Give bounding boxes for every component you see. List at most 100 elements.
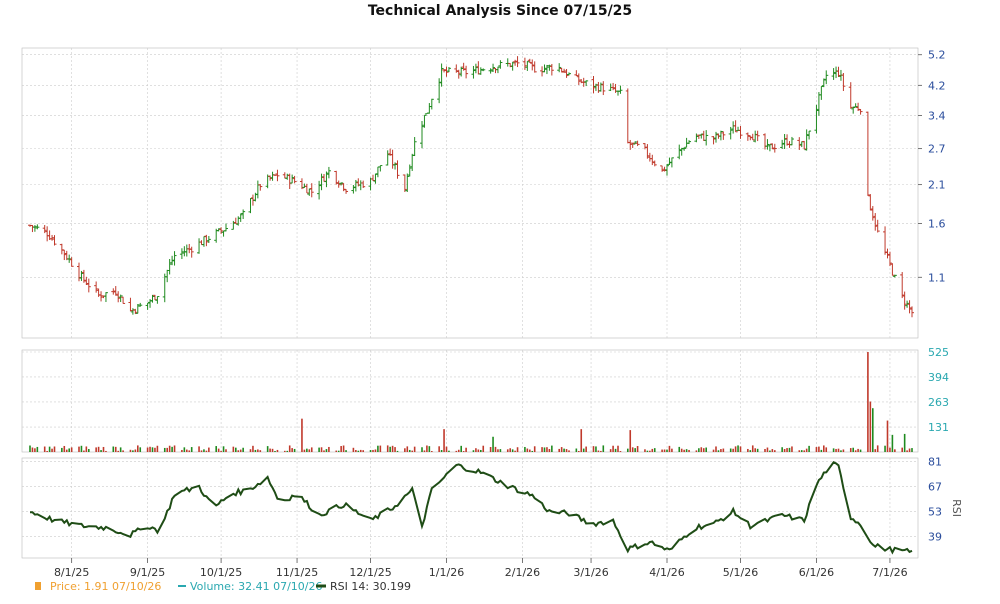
price-bar bbox=[179, 248, 184, 260]
price-bar bbox=[598, 82, 603, 92]
price-bar bbox=[344, 189, 349, 194]
price-bar bbox=[216, 228, 221, 232]
price-bar bbox=[62, 249, 67, 261]
price-bar bbox=[564, 68, 569, 78]
rsi-tick-label: 81 bbox=[928, 456, 942, 469]
price-bar bbox=[324, 171, 329, 188]
price-bar bbox=[420, 121, 424, 149]
price-bar bbox=[562, 68, 567, 73]
price-bar bbox=[111, 288, 116, 295]
price-bar bbox=[900, 272, 905, 299]
price-bar bbox=[699, 133, 704, 139]
price-bar bbox=[576, 73, 581, 85]
price-bar bbox=[870, 206, 875, 221]
price-bar bbox=[393, 162, 398, 170]
price-bar bbox=[660, 165, 665, 172]
panel-frame-price bbox=[21, 47, 919, 339]
price-bar bbox=[339, 182, 344, 186]
price-tick-label: 4.2 bbox=[928, 79, 946, 92]
price-bar bbox=[635, 140, 640, 147]
price-bar bbox=[412, 137, 417, 157]
price-bar bbox=[319, 173, 324, 191]
price-bar bbox=[317, 180, 322, 200]
rsi-tick-label: 39 bbox=[928, 531, 942, 544]
x-tick-label: 6/1/26 bbox=[799, 566, 834, 579]
grid-layer bbox=[21, 47, 919, 559]
price-bar bbox=[402, 174, 407, 193]
price-bar bbox=[373, 173, 378, 184]
price-bar bbox=[633, 141, 638, 145]
price-bar bbox=[145, 302, 150, 310]
price-bar bbox=[875, 219, 880, 233]
volume-tick-label: 131 bbox=[928, 421, 949, 434]
price-bar bbox=[819, 85, 824, 100]
price-bar bbox=[326, 166, 331, 179]
price-bar bbox=[118, 294, 123, 303]
price-bar bbox=[687, 140, 692, 145]
price-bar bbox=[905, 300, 910, 308]
price-bar bbox=[515, 56, 520, 68]
price-bar bbox=[172, 251, 177, 266]
price-bar bbox=[814, 104, 819, 134]
price-bar bbox=[728, 126, 733, 140]
x-tick-label: 3/1/26 bbox=[573, 566, 608, 579]
price-bar bbox=[219, 227, 224, 234]
price-bar bbox=[94, 281, 99, 293]
price-bar bbox=[498, 60, 503, 69]
panel-frame-volume bbox=[21, 349, 919, 453]
price-bar bbox=[99, 291, 104, 302]
price-bar bbox=[248, 198, 253, 214]
price-bar bbox=[885, 248, 890, 259]
price-bar bbox=[628, 139, 633, 150]
price-bar bbox=[50, 234, 55, 241]
volume-tick-label: 394 bbox=[928, 371, 949, 384]
price-bar bbox=[780, 139, 785, 149]
price-bar bbox=[442, 69, 447, 73]
price-bar bbox=[238, 213, 243, 222]
price-bar bbox=[584, 80, 589, 87]
price-bar bbox=[488, 68, 493, 74]
price-bar bbox=[797, 137, 802, 150]
price-bar bbox=[241, 209, 246, 219]
price-bar bbox=[309, 183, 314, 198]
price-bar bbox=[454, 64, 459, 73]
price-bar bbox=[405, 173, 410, 192]
price-bar bbox=[385, 150, 390, 166]
price-bar bbox=[86, 278, 91, 293]
price-bar bbox=[437, 78, 442, 104]
price-bar bbox=[677, 144, 682, 160]
price-bar bbox=[650, 154, 655, 166]
price-bar bbox=[513, 59, 518, 66]
rsi-tick-label: 67 bbox=[928, 481, 942, 494]
price-bar bbox=[273, 174, 277, 176]
price-layer bbox=[28, 56, 914, 318]
price-bar bbox=[714, 131, 718, 143]
chart-title: Technical Analysis Since 07/15/25 bbox=[368, 3, 632, 19]
price-bar bbox=[645, 144, 650, 159]
price-bar bbox=[542, 64, 547, 73]
price-bar bbox=[750, 133, 755, 141]
price-bar bbox=[618, 85, 623, 94]
x-tick-label: 2/1/26 bbox=[505, 566, 540, 579]
rsi-axis-label: RSI bbox=[950, 499, 963, 517]
price-bar bbox=[853, 103, 858, 108]
rsi-line bbox=[30, 461, 913, 555]
price-bar bbox=[204, 234, 209, 247]
price-bar bbox=[611, 82, 616, 91]
price-bar bbox=[353, 179, 358, 192]
price-bar bbox=[103, 292, 108, 303]
x-tick-label: 9/1/25 bbox=[130, 566, 165, 579]
price-bar bbox=[155, 296, 160, 304]
price-bar bbox=[782, 134, 787, 149]
price-bar bbox=[581, 77, 586, 87]
price-bar bbox=[84, 276, 89, 286]
price-bar bbox=[189, 246, 194, 258]
price-bar bbox=[113, 286, 118, 296]
price-bar bbox=[887, 251, 892, 267]
price-bar bbox=[446, 67, 451, 73]
volume-layer bbox=[29, 352, 913, 452]
price-bar bbox=[858, 109, 863, 115]
price-bar bbox=[721, 131, 726, 140]
